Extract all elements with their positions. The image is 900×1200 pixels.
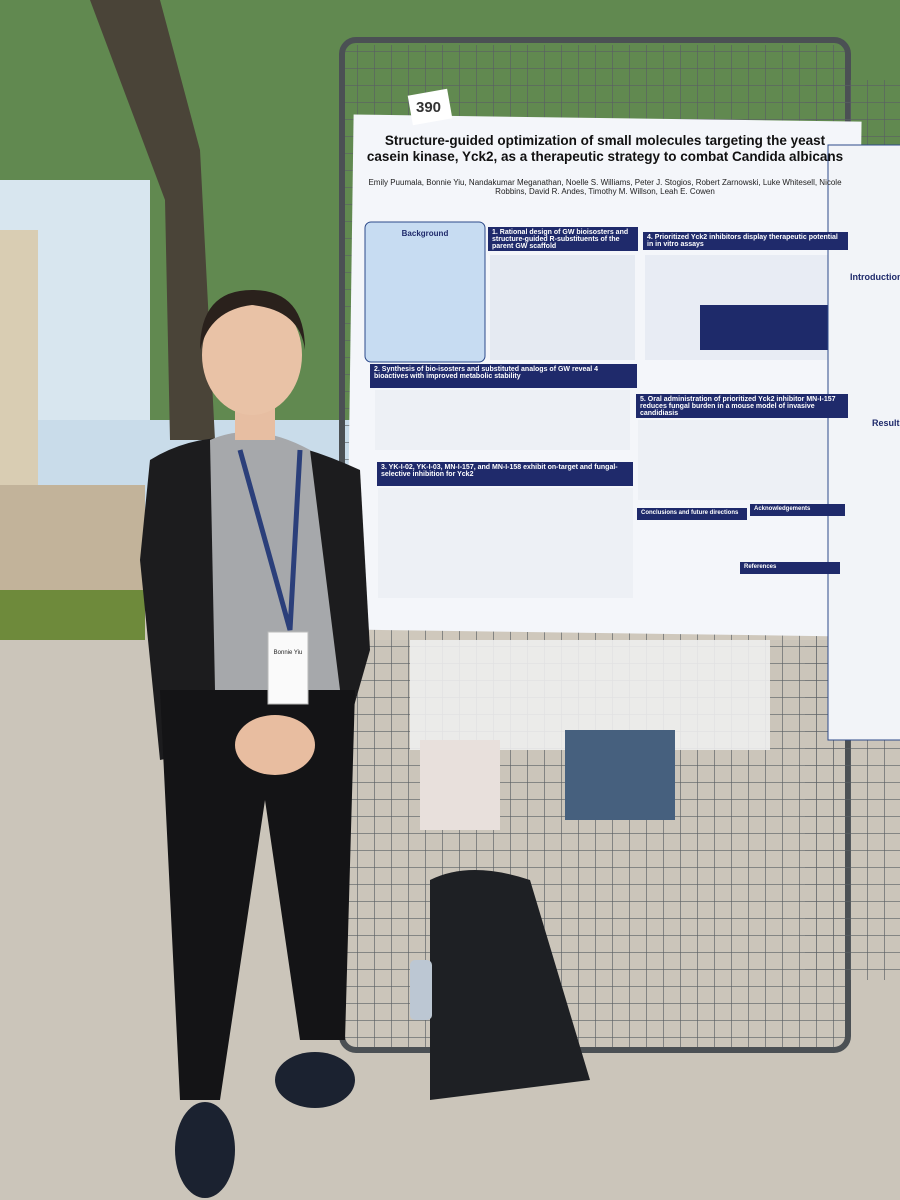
fig5 bbox=[638, 420, 843, 500]
trousers bbox=[160, 690, 355, 1100]
section-heading: 2. Synthesis of bio-isosters and substit… bbox=[370, 364, 637, 388]
dress-behind bbox=[420, 740, 500, 830]
section-heading: References bbox=[740, 562, 840, 574]
poster-title: Structure-guided optimization of small m… bbox=[366, 133, 844, 164]
grass bbox=[0, 590, 145, 640]
section-heading: 3. YK-I-02, YK-I-03, MN-I-157, and MN-I-… bbox=[377, 462, 633, 486]
legs-behind bbox=[565, 730, 675, 820]
badge-name: Bonnie Yiu bbox=[273, 650, 303, 656]
tree-trunk bbox=[90, 0, 215, 440]
neighbor-heading: Introduction bbox=[850, 272, 900, 282]
section-heading: Conclusions and future directions bbox=[637, 508, 747, 520]
section-heading: Background bbox=[401, 229, 449, 238]
fig4-images bbox=[700, 305, 830, 350]
backpack bbox=[430, 870, 590, 1100]
shoe-right bbox=[275, 1052, 355, 1108]
board-number: 390 bbox=[416, 99, 442, 116]
face bbox=[202, 295, 302, 415]
bottle bbox=[410, 960, 432, 1020]
section-heading: 1. Rational design of GW bioisosters and… bbox=[488, 227, 638, 251]
fig2 bbox=[375, 390, 630, 450]
neighbor-heading: Results bbox=[872, 418, 900, 428]
fig1 bbox=[490, 255, 635, 360]
badge bbox=[267, 631, 309, 705]
section-heading: 4. Prioritized Yck2 inhibitors display t… bbox=[643, 232, 848, 250]
section-heading: Acknowledgements bbox=[750, 504, 845, 516]
number-tag bbox=[407, 88, 453, 126]
sweater bbox=[210, 432, 340, 690]
steps bbox=[0, 485, 145, 595]
hair bbox=[200, 290, 305, 350]
wall bbox=[0, 230, 38, 490]
fig3 bbox=[378, 488, 633, 598]
poster-authors: Emily Puumala, Bonnie Yiu, Nandakumar Me… bbox=[368, 178, 842, 197]
hands bbox=[235, 715, 315, 775]
section-heading: 5. Oral administration of prioritized Yc… bbox=[636, 394, 848, 418]
lanyard bbox=[237, 449, 303, 631]
shoe-left bbox=[175, 1102, 235, 1198]
background-box bbox=[364, 221, 486, 363]
